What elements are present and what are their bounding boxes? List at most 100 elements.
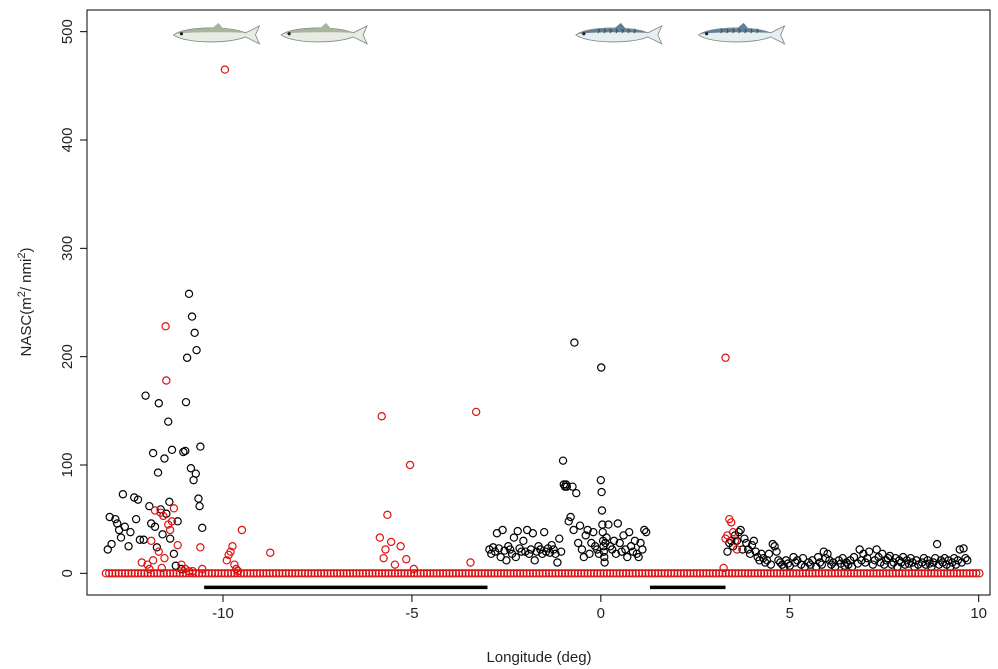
data-point-zero <box>101 569 111 578</box>
data-point-zero <box>920 569 930 578</box>
data-point-zero <box>130 569 139 578</box>
data-point-zero <box>223 569 233 578</box>
data-point-zero <box>544 569 554 578</box>
data-point-zero <box>108 569 117 578</box>
data-point-zero <box>615 569 624 578</box>
data-point-zero <box>753 569 763 578</box>
data-point-zero <box>638 569 647 578</box>
data-point <box>120 522 129 531</box>
data-point <box>233 566 243 576</box>
data-point-zero <box>535 569 544 578</box>
data-point <box>872 545 881 554</box>
data-point <box>154 547 163 556</box>
data-point <box>955 545 964 554</box>
data-point <box>471 407 481 417</box>
data-point <box>133 495 143 504</box>
data-point-zero <box>133 569 143 578</box>
data-point <box>613 519 623 528</box>
data-point <box>885 551 895 561</box>
data-point <box>105 512 114 522</box>
data-point <box>597 487 606 497</box>
data-point <box>143 560 152 569</box>
data-point <box>375 533 385 542</box>
data-point-zero <box>262 569 271 578</box>
data-point-zero <box>644 569 653 578</box>
data-point <box>381 545 390 554</box>
data-point-zero <box>435 569 445 578</box>
x-tick-label: 0 <box>597 605 605 622</box>
data-point <box>929 558 938 567</box>
data-point <box>734 527 743 537</box>
data-point-zero <box>840 569 849 578</box>
data-point <box>220 65 230 74</box>
data-point-zero <box>297 569 306 578</box>
data-point-zero <box>287 569 297 578</box>
data-point <box>184 566 194 576</box>
data-point <box>513 526 522 536</box>
data-point-zero <box>149 569 159 578</box>
data-point <box>517 547 526 556</box>
data-point-zero <box>332 569 342 578</box>
data-point-zero <box>397 569 406 578</box>
data-point-zero <box>496 569 506 578</box>
data-point-zero <box>628 569 637 578</box>
data-point-zero <box>522 569 531 578</box>
data-point-zero <box>342 569 351 578</box>
data-point-zero <box>705 569 714 578</box>
data-point-zero <box>682 569 692 578</box>
data-point-zero <box>490 569 499 578</box>
data-point <box>745 549 755 559</box>
y-axis: 0 100 200 300 400 500 <box>59 19 87 578</box>
data-point-zero <box>300 569 310 578</box>
data-point <box>569 525 578 535</box>
data-point-zero <box>853 569 862 578</box>
data-point-zero <box>882 569 891 578</box>
data-point-zero <box>207 569 217 578</box>
data-point <box>528 529 538 538</box>
data-point-zero <box>625 569 634 578</box>
data-point <box>190 328 199 338</box>
data-point-zero <box>747 569 756 578</box>
data-point-zero <box>519 569 528 578</box>
data-point-zero <box>904 569 913 578</box>
data-point <box>511 552 521 562</box>
data-point <box>524 549 534 559</box>
data-point <box>539 527 549 537</box>
data-point <box>530 556 539 565</box>
data-point-zero <box>872 569 881 578</box>
data-point-zero <box>654 569 663 578</box>
data-point-zero <box>445 569 454 578</box>
fish-icons <box>172 22 786 45</box>
data-point <box>198 523 207 533</box>
data-point <box>377 412 386 421</box>
data-point-zero <box>708 569 718 578</box>
data-point-zero <box>403 569 412 578</box>
data-point-zero <box>862 569 872 578</box>
data-point <box>640 525 649 535</box>
data-point-zero <box>901 569 910 578</box>
data-point <box>396 542 405 551</box>
data-point-zero <box>898 569 907 578</box>
data-point-zero <box>175 569 184 578</box>
mackerel-icon <box>575 22 663 45</box>
data-point <box>194 494 203 503</box>
data-point-zero <box>217 569 226 578</box>
data-point-zero <box>692 569 702 578</box>
data-point <box>164 417 173 426</box>
data-point <box>167 445 177 455</box>
data-point <box>615 538 624 548</box>
data-point-zero <box>275 569 284 578</box>
data-point-zero <box>843 569 852 578</box>
data-point-zero <box>760 569 769 578</box>
data-point <box>390 560 400 569</box>
data-point-zero <box>673 569 682 578</box>
data-point-zero <box>869 569 878 578</box>
data-point-zero <box>172 569 181 578</box>
data-point-zero <box>252 569 262 578</box>
data-point <box>111 514 120 524</box>
data-point-zero <box>291 569 300 578</box>
data-point <box>547 540 556 550</box>
data-point-zero <box>165 569 175 578</box>
data-point-zero <box>339 569 348 578</box>
